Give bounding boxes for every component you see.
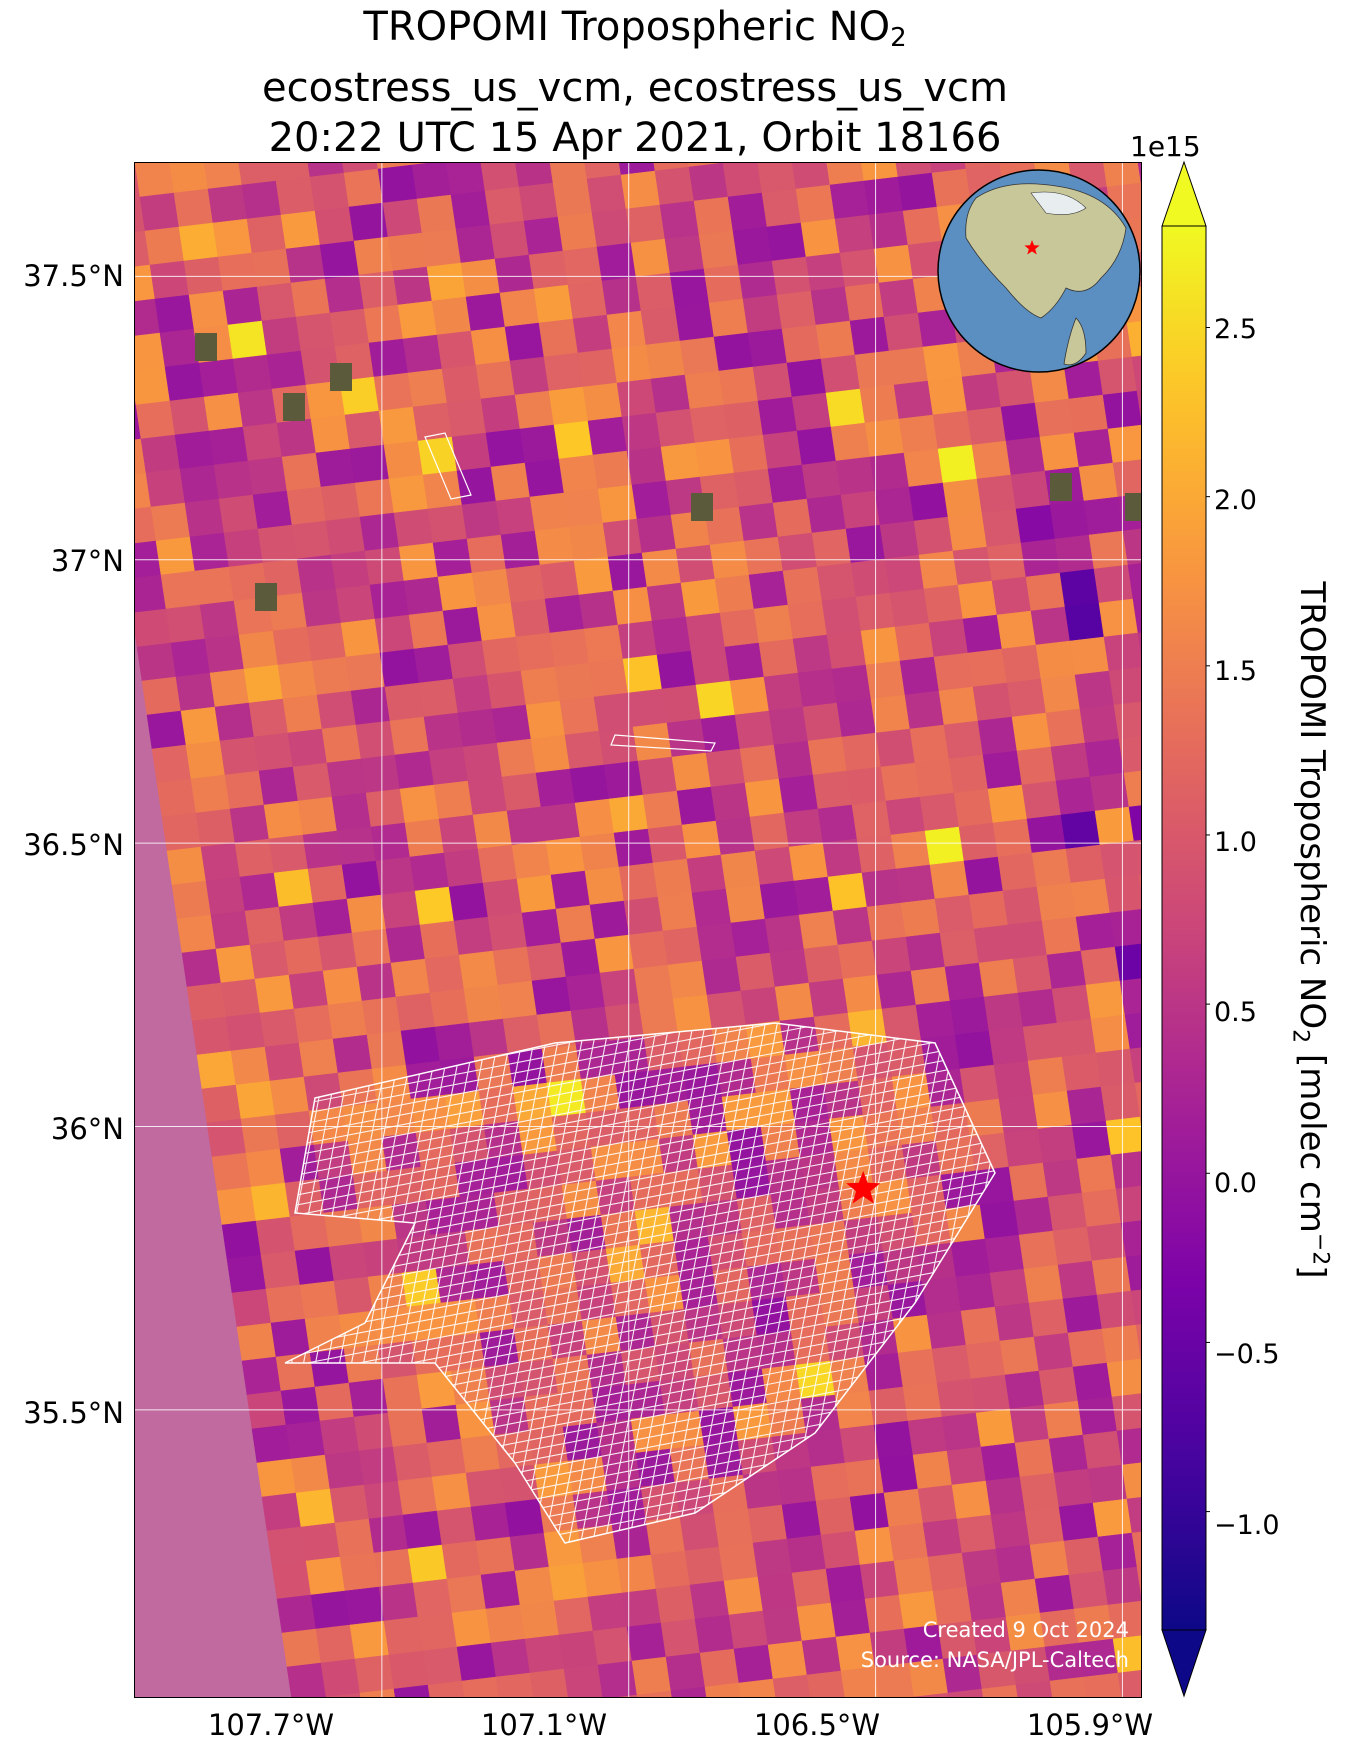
lon-tick-label: 107.7°W xyxy=(207,1708,335,1742)
lat-tick-label: 36.5°N xyxy=(23,828,124,862)
globe-ice xyxy=(1030,191,1087,215)
terrain-gap xyxy=(255,583,277,611)
terrain-gap xyxy=(330,363,352,391)
terrain-gap xyxy=(1125,493,1141,521)
globe-landmass xyxy=(1063,317,1087,366)
colorbar-extend-min xyxy=(1161,1629,1207,1698)
lon-tick-label: 107.1°W xyxy=(480,1708,608,1742)
credit-created: Created 9 Oct 2024 xyxy=(922,1618,1129,1642)
globe-landmass xyxy=(965,183,1127,319)
colorbar-tick: 1.0 xyxy=(1214,827,1257,858)
map-gridlines xyxy=(135,163,1141,1697)
credit-source: Source: NASA/JPL-Caltech xyxy=(860,1648,1129,1672)
colorbar-tick: 1.5 xyxy=(1214,656,1257,687)
lat-tick-label: 37°N xyxy=(50,544,124,578)
lon-tick-label: 105.9°W xyxy=(1026,1708,1154,1742)
figure-title: TROPOMI Tropospheric NO2 ecostress_us_vc… xyxy=(0,2,1270,163)
colorbar xyxy=(1161,160,1210,1698)
globe-star-marker xyxy=(1024,240,1040,255)
map-canvas xyxy=(135,163,1141,1697)
terrain-gap xyxy=(195,333,217,361)
inset-globe xyxy=(937,169,1141,373)
terrain-gap xyxy=(691,493,713,521)
colorbar-tick: 0.0 xyxy=(1214,1168,1257,1199)
title-line-1: TROPOMI Tropospheric NO2 xyxy=(363,4,907,53)
terrain-gap xyxy=(1050,473,1072,501)
colorbar-multiplier: 1e15 xyxy=(1130,130,1201,163)
terrain-gap xyxy=(283,393,305,421)
lat-tick-label: 36°N xyxy=(50,1112,124,1146)
colorbar-tick: −1.0 xyxy=(1214,1510,1280,1541)
site-star-marker xyxy=(846,1170,881,1204)
lon-tick-label: 106.5°W xyxy=(753,1708,881,1742)
colorbar-tick: 2.5 xyxy=(1214,314,1257,345)
lat-tick-label: 37.5°N xyxy=(23,259,124,293)
title-line-2: ecostress_us_vcm, ecostress_us_vcm xyxy=(262,65,1008,111)
colorbar-tick: 0.5 xyxy=(1214,997,1257,1028)
lat-tick-label: 35.5°N xyxy=(23,1396,124,1430)
colorbar-tick: −0.5 xyxy=(1214,1339,1280,1370)
colorbar-extend-max xyxy=(1161,160,1207,227)
colorbar-gradient xyxy=(1161,225,1207,1631)
title-line-3: 20:22 UTC 15 Apr 2021, Orbit 18166 xyxy=(268,115,1002,161)
no2-map[interactable]: Created 9 Oct 2024 Source: NASA/JPL-Calt… xyxy=(134,162,1142,1698)
colorbar-tick: 2.0 xyxy=(1214,485,1257,516)
colorbar-label: TROPOMI Tropospheric NO2 [molec cm−2] xyxy=(1287,581,1333,1279)
no2-pixel-grid xyxy=(135,163,1141,1697)
